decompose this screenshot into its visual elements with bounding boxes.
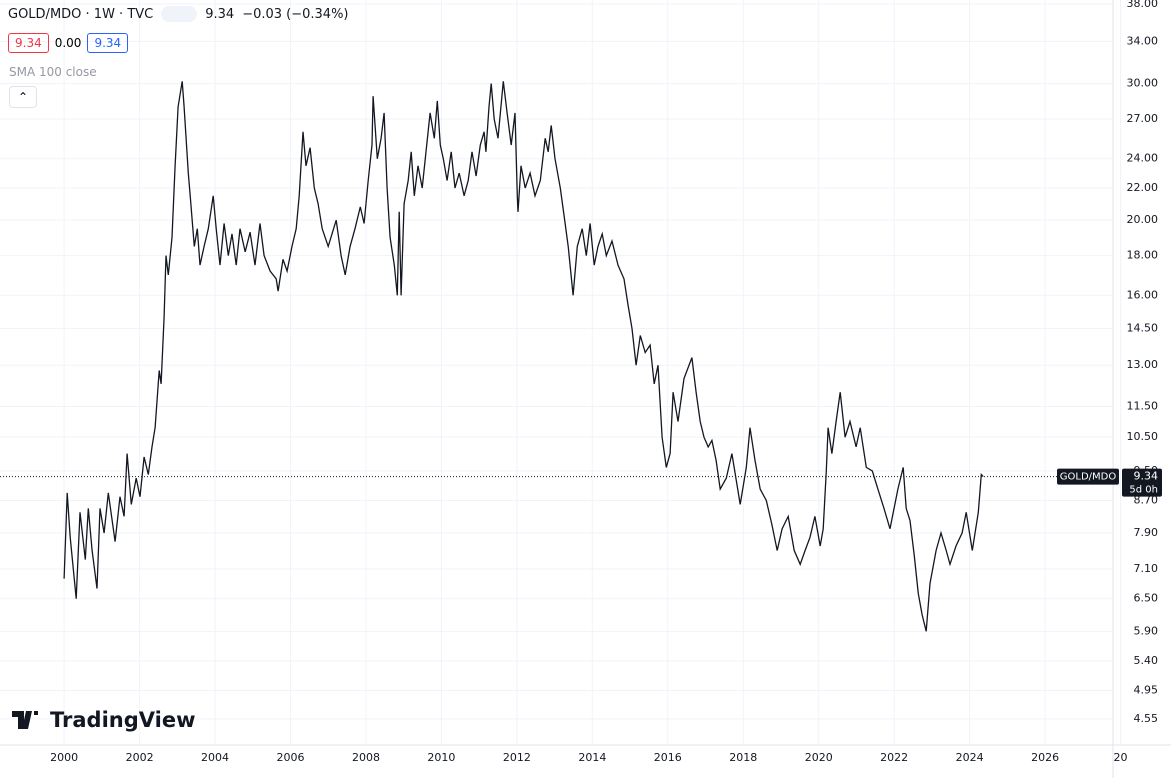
sell-button[interactable]: 9.34 (8, 33, 49, 53)
y-tick-label: 5.90 (1134, 624, 1159, 637)
symbol[interactable]: GOLD/MDO · 1W · TVC (8, 6, 154, 22)
legend-header: GOLD/MDO · 1W · TVC 9.34 −0.03 (−0.34%) (8, 6, 349, 22)
price: 9.34 (205, 6, 235, 22)
y-tick-label: 5.40 (1134, 654, 1159, 667)
y-tick-label: 7.90 (1134, 526, 1159, 539)
x-tick-label: 2010 (427, 751, 455, 764)
y-tick-label: 4.55 (1134, 712, 1159, 725)
y-tick-label: 4.95 (1134, 683, 1159, 696)
x-tick-label: 2002 (126, 751, 154, 764)
y-tick-label: 20.00 (1127, 213, 1159, 226)
y-tick-label: 16.00 (1127, 288, 1159, 301)
x-tick-label: 2008 (352, 751, 380, 764)
price-line (63, 81, 984, 632)
y-tick-label: 6.50 (1134, 592, 1159, 605)
spread: 0.00 (54, 36, 82, 50)
y-tick-label: 13.00 (1127, 358, 1159, 371)
status-pill[interactable] (161, 6, 198, 22)
x-tick-label: 2020 (805, 751, 833, 764)
y-tick-label: 8.70 (1134, 494, 1159, 507)
y-tick-label: 38.00 (1127, 0, 1159, 10)
brand-name: TradingView (50, 708, 196, 732)
y-tick-label: 11.50 (1127, 400, 1159, 413)
change: −0.03 (−0.34%) (242, 6, 349, 22)
x-tick-label: 2026 (1031, 751, 1059, 764)
last-price-label: 9.34 (1134, 470, 1159, 483)
series-tag-bg (1057, 468, 1119, 485)
price-tag-bg (1122, 468, 1162, 497)
collapse-button[interactable]: ⌃ (9, 86, 37, 108)
y-tick-label: 24.00 (1127, 152, 1159, 165)
brand-icon (12, 711, 38, 729)
x-tick-label: 2000 (50, 751, 78, 764)
y-tick-label: 34.00 (1127, 34, 1159, 47)
x-tick-label: 2022 (880, 751, 908, 764)
x-tick-label: 2012 (503, 751, 531, 764)
x-tick-label: 2006 (277, 751, 305, 764)
indicator-label[interactable]: SMA 100 close (9, 65, 97, 79)
y-tick-label: 14.50 (1127, 321, 1159, 334)
x-tick-label: 2024 (956, 751, 984, 764)
x-tick-label: 2016 (654, 751, 682, 764)
y-tick-label: 22.00 (1127, 181, 1159, 194)
buy-button[interactable]: 9.34 (87, 33, 129, 53)
x-tick-label: 2018 (729, 751, 757, 764)
x-tick-label: 2004 (201, 751, 229, 764)
y-tick-label: 18.00 (1127, 249, 1159, 262)
y-tick-label: 30.00 (1127, 77, 1159, 90)
trade-row: 9.34 0.00 9.34 (8, 33, 129, 53)
y-tick-label: 10.50 (1127, 430, 1159, 443)
x-tick-label: 20 (1114, 751, 1128, 764)
y-tick-label: 27.00 (1127, 112, 1159, 125)
y-tick-label: 7.10 (1134, 562, 1159, 575)
series-tag: GOLD/MDO (1060, 472, 1117, 483)
countdown: 5d 0h (1129, 485, 1158, 496)
brand-logo: TradingView (12, 708, 195, 732)
x-tick-label: 2014 (578, 751, 606, 764)
